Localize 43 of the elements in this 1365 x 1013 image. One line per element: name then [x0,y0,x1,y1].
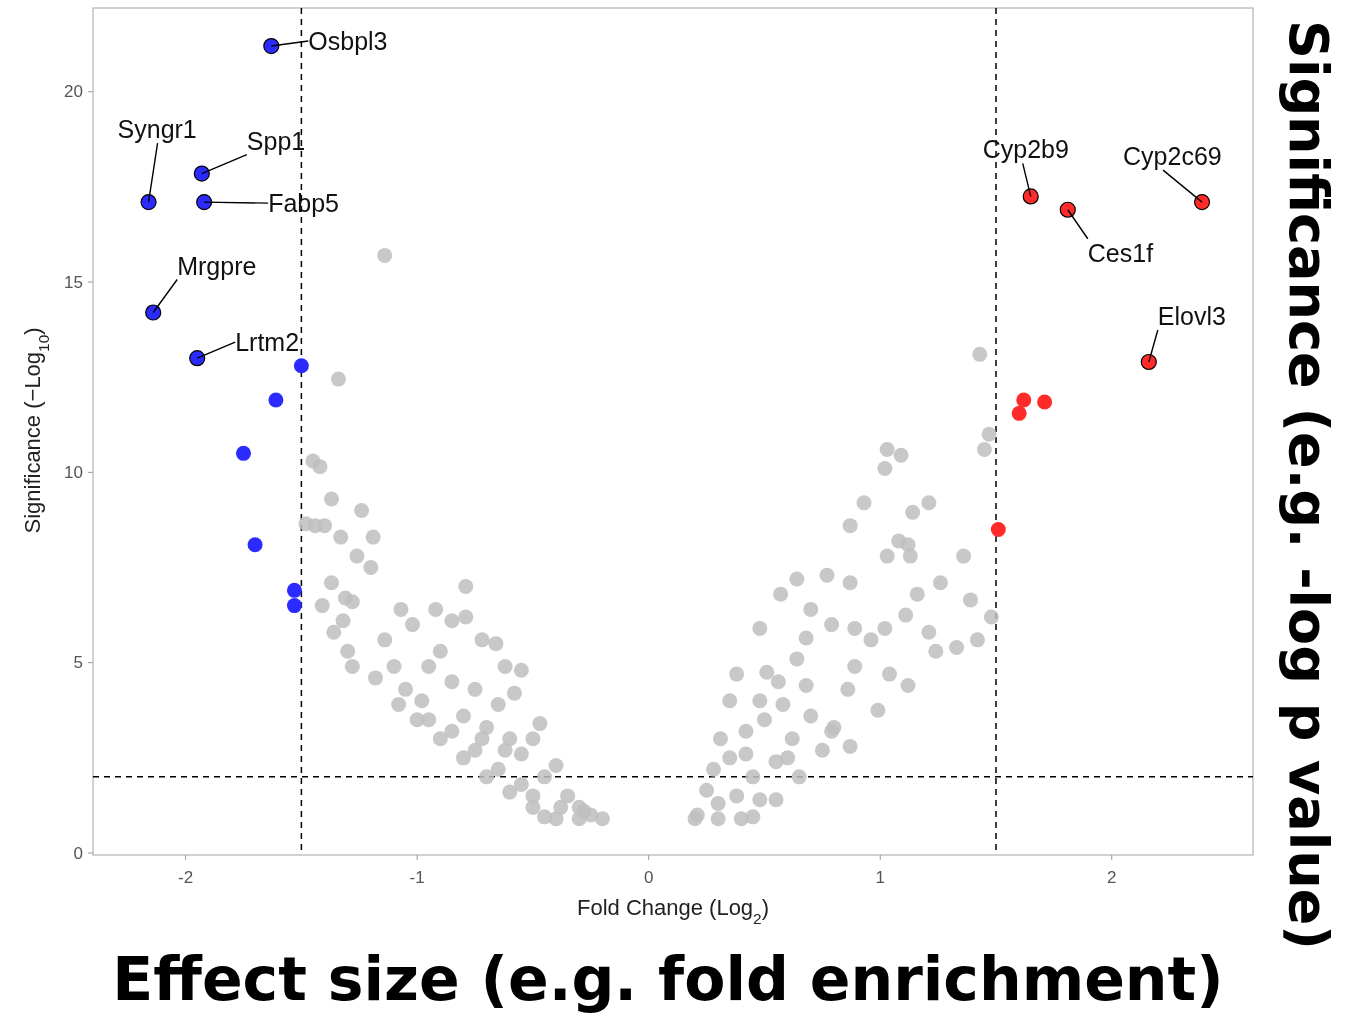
y-tick-label: 10 [64,462,83,482]
annotation: Cyp2c69 [1123,142,1222,171]
annotation: Mrgpre [177,251,257,280]
y-tick-label: 20 [64,82,83,102]
text: Effect size (e.g. fold enrichment) [112,944,1224,1013]
x-axis-title: Fold Change (Log$_{2}$) [576,895,770,927]
point [140,194,157,211]
annotation: Lrtm2 [235,328,300,357]
text: Significance (e.g. -log p value) [1277,20,1340,950]
x-tick-label: 0 [643,868,654,887]
point [268,392,284,408]
x-tick-label: -2 [178,868,194,887]
point [1022,188,1039,205]
annotation: Ces1f [1087,238,1154,267]
point [1037,394,1053,410]
point [286,582,302,598]
point [1193,194,1211,211]
point [145,304,162,321]
annotation: Osbpl3 [308,27,388,56]
point [990,521,1006,537]
annotation: Elovl3 [1157,301,1226,330]
point [286,598,302,614]
y-tick-label: 0 [73,843,83,863]
annotation: Fabp5 [268,189,340,218]
annotation: Syngr1 [117,115,197,144]
x-tick-label: 2 [1107,868,1117,887]
x-tick-label: -1 [409,868,425,887]
point [236,445,251,461]
point [193,165,210,182]
point [293,358,309,374]
point [1016,392,1032,408]
point [1140,353,1157,371]
y-tick-label: 5 [73,653,83,673]
annotation: Spp1 [246,126,306,155]
annotation: Cyp2b9 [982,135,1069,164]
y-tick-label: 15 [64,272,83,292]
point [1011,405,1027,421]
point [1059,201,1076,218]
x-tick-label: 1 [875,868,885,887]
point [189,350,206,367]
point [196,194,213,211]
point [263,37,280,55]
point [247,537,263,553]
